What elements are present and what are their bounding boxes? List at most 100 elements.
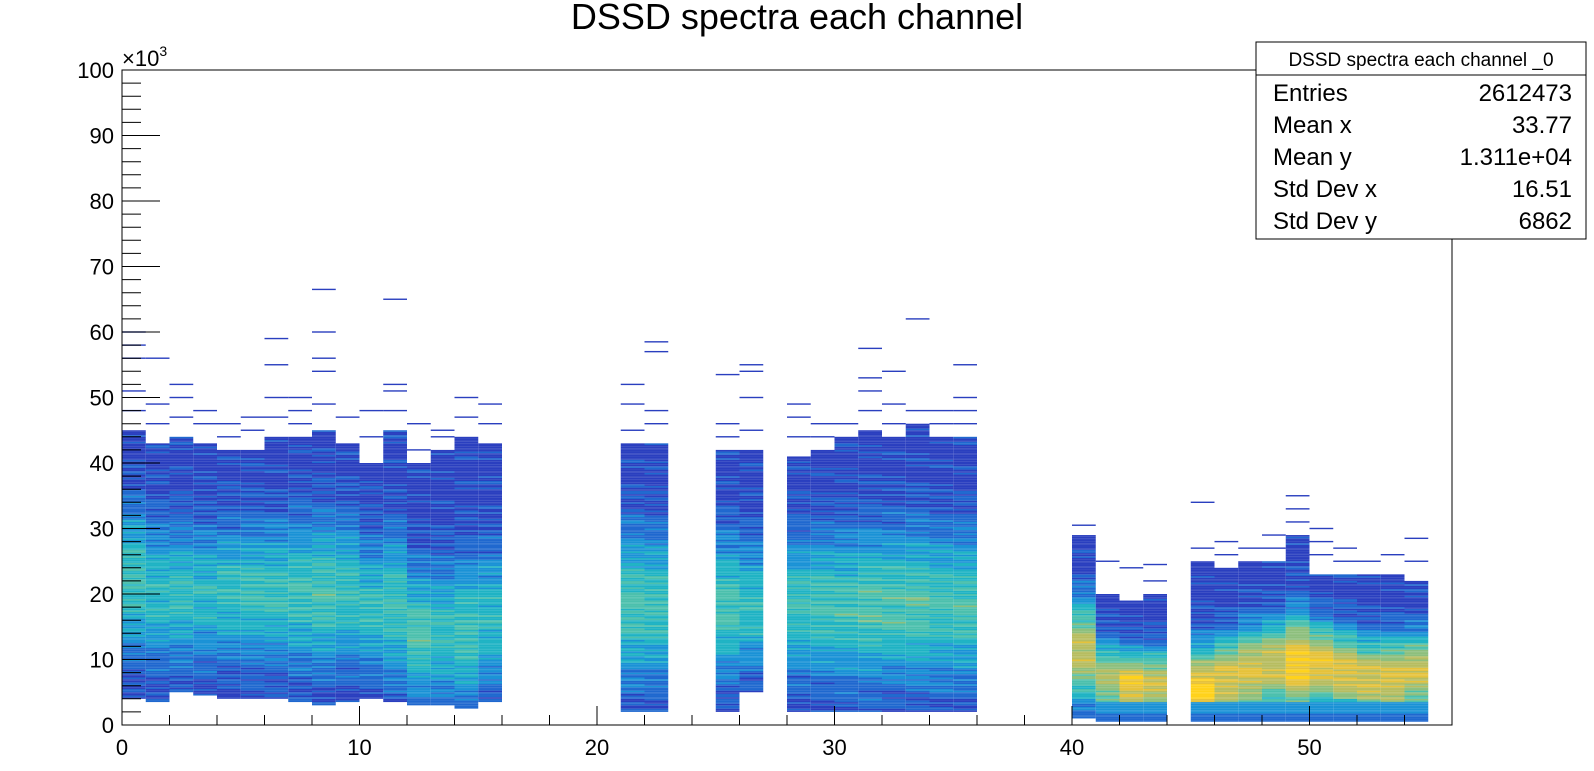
- heatmap-bin: [834, 610, 859, 613]
- heatmap-bin: [335, 677, 360, 680]
- heatmap-bin: [217, 464, 241, 467]
- heatmap-bin: [739, 628, 764, 631]
- heatmap-bin: [620, 533, 645, 536]
- heatmap-bin: [953, 500, 977, 503]
- heatmap-bin: [858, 523, 882, 526]
- heatmap-bin: [383, 513, 407, 516]
- heatmap-bin: [834, 538, 859, 540]
- heatmap-bin: [288, 669, 312, 671]
- heatmap-bin: [1119, 715, 1144, 717]
- heatmap-bin: [288, 634, 312, 637]
- heatmap-bin: [407, 685, 431, 688]
- heatmap-bin: [288, 661, 312, 663]
- heatmap-bin: [122, 526, 146, 529]
- heatmap-bin: [312, 541, 336, 544]
- heatmap-bin: [407, 636, 431, 639]
- heatmap-bin: [953, 690, 977, 693]
- heatmap-bin: [644, 505, 669, 508]
- heatmap-bin: [1095, 600, 1120, 603]
- heatmap-bin: [193, 449, 217, 452]
- heatmap-bin: [478, 458, 502, 460]
- heatmap-bin: [264, 594, 289, 596]
- heatmap-bin: [288, 631, 312, 634]
- heatmap-bin: [882, 459, 906, 462]
- heatmap-bin: [430, 566, 455, 568]
- heatmap-bin: [169, 656, 194, 658]
- heatmap-bin: [858, 443, 882, 445]
- heatmap-bin: [1095, 657, 1120, 660]
- heatmap-bin: [620, 454, 645, 457]
- heatmap-bin: [882, 512, 906, 514]
- heatmap-bin: [145, 551, 170, 554]
- heatmap-bin: [787, 461, 811, 463]
- heatmap-bin: [430, 662, 455, 665]
- heatmap-bin: [122, 430, 146, 432]
- heatmap-bin: [739, 538, 764, 540]
- heatmap-bin: [1119, 679, 1144, 681]
- heatmap-bin: [929, 553, 954, 555]
- heatmap-bin: [858, 610, 882, 613]
- heatmap-bin: [787, 579, 811, 581]
- heatmap-bin: [217, 471, 241, 473]
- heatmap-bin: [905, 481, 930, 483]
- heatmap-bin: [1143, 695, 1167, 698]
- heatmap-bin: [882, 502, 906, 504]
- heatmap-bin: [288, 549, 312, 552]
- heatmap-bin: [953, 559, 977, 562]
- heatmap-bin: [478, 484, 502, 486]
- heatmap-bin: [407, 621, 431, 624]
- heatmap-bin: [620, 580, 645, 583]
- heatmap-bin: [739, 594, 764, 596]
- heatmap-bin: [620, 479, 645, 482]
- heatmap-bin: [882, 575, 906, 578]
- heatmap-bin: [169, 651, 194, 653]
- heatmap-bin: [430, 451, 455, 454]
- heatmap-bin: [953, 482, 977, 485]
- heatmap-bin: [383, 453, 407, 455]
- heatmap-bin: [383, 685, 407, 688]
- heatmap-bin: [1072, 690, 1096, 693]
- heatmap-bin: [739, 526, 764, 529]
- heatmap-bin: [739, 453, 764, 455]
- heatmap-bin: [122, 674, 146, 676]
- heatmap-bin: [953, 649, 977, 652]
- heatmap-bin: [739, 605, 764, 608]
- heatmap-bin: [335, 533, 360, 536]
- heatmap-bin: [1095, 643, 1120, 645]
- heatmap-bin: [858, 705, 882, 707]
- heatmap-bin: [335, 590, 360, 593]
- heatmap-bin: [264, 636, 289, 639]
- heatmap-bin: [430, 574, 455, 576]
- heatmap-bin: [430, 666, 455, 668]
- heatmap-bin: [430, 577, 455, 580]
- heatmap-bin: [858, 454, 882, 457]
- heatmap-bin: [882, 710, 906, 712]
- heatmap-bin: [383, 546, 407, 549]
- heatmap-bin: [715, 646, 740, 649]
- heatmap-bin: [1190, 662, 1215, 665]
- heatmap-bin: [217, 582, 241, 585]
- heatmap-bin: [312, 554, 336, 557]
- heatmap-bin: [430, 590, 455, 593]
- heatmap-bin: [335, 633, 360, 635]
- heatmap-bin: [407, 571, 431, 573]
- heatmap-bin: [383, 505, 407, 508]
- heatmap-bin: [454, 692, 479, 694]
- heatmap-bin: [240, 641, 265, 644]
- heatmap-bin: [122, 636, 146, 639]
- heatmap-bin: [644, 702, 669, 704]
- heatmap-bin: [644, 656, 669, 658]
- channel-column: [953, 364, 977, 712]
- heatmap-bin: [335, 464, 360, 467]
- heatmap-bin: [644, 535, 669, 537]
- heatmap-bin: [169, 443, 194, 445]
- channel-column: [858, 347, 882, 712]
- heatmap-bin: [787, 626, 811, 629]
- heatmap-bin: [715, 672, 740, 675]
- heatmap-bin: [335, 646, 360, 649]
- heatmap-bin: [1072, 589, 1096, 591]
- heatmap-bin: [787, 526, 811, 529]
- heatmap-bin: [264, 643, 289, 645]
- heatmap-bin: [217, 521, 241, 524]
- heatmap-bin: [1143, 674, 1167, 676]
